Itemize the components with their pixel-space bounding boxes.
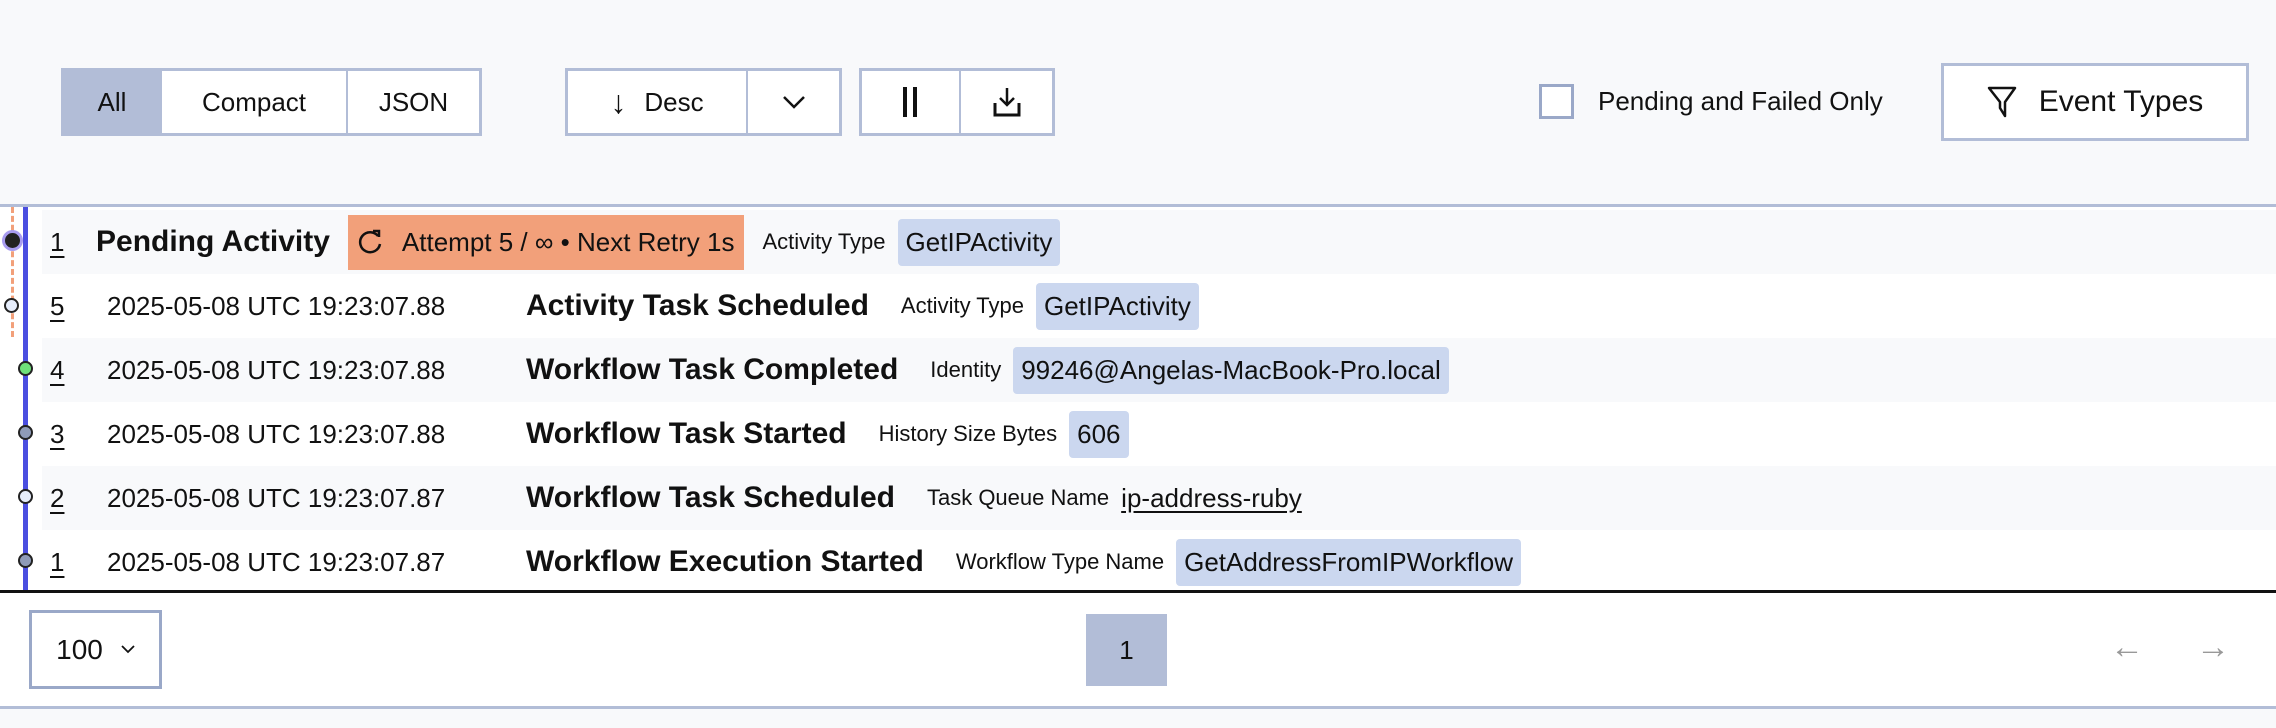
started-dot-icon bbox=[18, 425, 33, 440]
download-button[interactable] bbox=[959, 71, 1052, 133]
event-row[interactable]: 2 2025-05-08 UTC 19:23:07.87 Workflow Ta… bbox=[0, 466, 2276, 530]
started-dot-icon bbox=[18, 553, 33, 568]
detail-label: Activity Type bbox=[900, 293, 1024, 318]
detail-value: 99246@Angelas-MacBook-Pro.local bbox=[1013, 346, 1449, 394]
filter-icon bbox=[1987, 86, 2016, 118]
event-name: Activity Task Scheduled bbox=[526, 289, 869, 322]
view-compact-button[interactable]: Compact bbox=[160, 71, 346, 133]
event-timestamp: 2025-05-08 UTC 19:23:07.87 bbox=[107, 546, 446, 577]
pending-dot-icon bbox=[5, 233, 20, 248]
detail-label: History Size Bytes bbox=[878, 421, 1058, 446]
completed-dot-icon bbox=[18, 361, 33, 376]
event-row[interactable]: 1 2025-05-08 UTC 19:23:07.87 Workflow Ex… bbox=[0, 530, 2276, 594]
detail-label: Activity Type bbox=[762, 229, 886, 254]
event-id-link[interactable]: 1 bbox=[50, 226, 65, 257]
chevron-down-icon bbox=[782, 96, 805, 109]
timeline-line bbox=[23, 207, 28, 592]
event-timestamp: 2025-05-08 UTC 19:23:07.88 bbox=[107, 354, 446, 385]
scheduled-dot-icon bbox=[18, 489, 33, 504]
event-id-link[interactable]: 3 bbox=[50, 418, 65, 449]
sort-group: ↓ Desc bbox=[565, 68, 842, 136]
sort-dropdown-button[interactable] bbox=[746, 71, 839, 133]
event-timestamp: 2025-05-08 UTC 19:23:07.87 bbox=[107, 482, 446, 513]
page-size-value: 100 bbox=[56, 633, 103, 665]
list-divider bbox=[0, 590, 2276, 593]
detail-value: GetIPActivity bbox=[1035, 282, 1199, 330]
event-list: 1 Pending Activity Attempt 5 / ∞ • Next … bbox=[0, 210, 2276, 594]
previous-page-arrow-icon[interactable]: ← bbox=[2110, 628, 2144, 666]
pending-activity-row[interactable]: 1 Pending Activity Attempt 5 / ∞ • Next … bbox=[0, 210, 2276, 274]
page-button-current[interactable]: 1 bbox=[1086, 614, 1167, 686]
event-types-label: Event Types bbox=[2038, 85, 2204, 118]
view-json-button[interactable]: JSON bbox=[346, 71, 479, 133]
event-name: Pending Activity bbox=[96, 225, 330, 258]
pause-button[interactable] bbox=[862, 71, 959, 133]
event-id-link[interactable]: 5 bbox=[50, 290, 65, 321]
event-id-link[interactable]: 1 bbox=[50, 546, 65, 577]
chevron-down-icon bbox=[121, 645, 135, 654]
pending-timeline-dash bbox=[11, 207, 14, 337]
detail-label: Workflow Type Name bbox=[955, 549, 1165, 574]
retry-text: Attempt 5 / ∞ • Next Retry 1s bbox=[401, 226, 735, 257]
event-types-button[interactable]: Event Types bbox=[1941, 63, 2249, 141]
view-all-button[interactable]: All bbox=[64, 71, 160, 133]
arrow-down-icon: ↓ bbox=[610, 83, 627, 120]
event-id-link[interactable]: 4 bbox=[50, 354, 65, 385]
event-id-link[interactable]: 2 bbox=[50, 482, 65, 513]
sort-desc-button[interactable]: ↓ Desc bbox=[568, 71, 746, 133]
pending-failed-label[interactable]: Pending and Failed Only bbox=[1598, 86, 1883, 116]
retry-badge: Attempt 5 / ∞ • Next Retry 1s bbox=[347, 214, 745, 270]
event-name: Workflow Task Scheduled bbox=[526, 481, 895, 514]
detail-value: 606 bbox=[1069, 410, 1129, 458]
next-page-arrow-icon[interactable]: → bbox=[2196, 628, 2230, 666]
toolbar: All Compact JSON ↓ Desc Pending and Fail… bbox=[0, 0, 2276, 207]
event-row[interactable]: 3 2025-05-08 UTC 19:23:07.88 Workflow Ta… bbox=[0, 402, 2276, 466]
download-icon bbox=[993, 88, 1020, 117]
sort-label: Desc bbox=[644, 86, 704, 117]
retry-icon bbox=[358, 229, 382, 254]
pause-icon bbox=[902, 87, 917, 117]
task-queue-link[interactable]: ip-address-ruby bbox=[1121, 482, 1302, 513]
page-size-select[interactable]: 100 bbox=[29, 610, 162, 689]
view-mode-group: All Compact JSON bbox=[61, 68, 482, 136]
footer-band bbox=[0, 706, 2276, 728]
scheduled-dot-icon bbox=[4, 298, 19, 313]
detail-value: GetAddressFromIPWorkflow bbox=[1176, 538, 1522, 586]
event-name: Workflow Task Completed bbox=[526, 353, 899, 386]
pending-failed-checkbox[interactable] bbox=[1539, 84, 1574, 119]
event-timestamp: 2025-05-08 UTC 19:23:07.88 bbox=[107, 418, 446, 449]
actions-group bbox=[859, 68, 1055, 136]
detail-label: Task Queue Name bbox=[926, 485, 1110, 510]
event-timestamp: 2025-05-08 UTC 19:23:07.88 bbox=[107, 290, 446, 321]
event-name: Workflow Execution Started bbox=[526, 545, 924, 578]
detail-value: GetIPActivity bbox=[897, 218, 1061, 266]
event-row[interactable]: 5 2025-05-08 UTC 19:23:07.88 Activity Ta… bbox=[0, 274, 2276, 338]
detail-label: Identity bbox=[930, 357, 1002, 382]
event-name: Workflow Task Started bbox=[526, 417, 847, 450]
event-row[interactable]: 4 2025-05-08 UTC 19:23:07.88 Workflow Ta… bbox=[0, 338, 2276, 402]
